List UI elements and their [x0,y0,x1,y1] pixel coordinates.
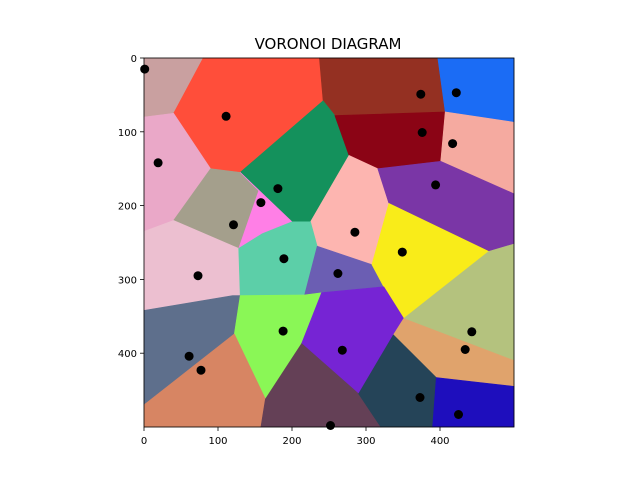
x-tick-label-4: 400 [430,436,449,447]
voronoi-region-24 [432,377,515,428]
seed-point-2 [153,158,163,168]
plot-axes: 0 100 200 300 400 0 100 200 300 400 [118,54,515,447]
seed-point-1 [221,111,231,121]
seed-point-22 [415,393,425,402]
seed-point-16 [467,327,477,337]
seed-point-5 [229,220,238,230]
x-tick-label-2: 200 [282,436,301,447]
seed-point-15 [431,180,441,190]
x-tick-label-1: 100 [208,436,227,447]
seed-point-0 [140,64,150,74]
seed-point-19 [337,345,347,355]
seed-point-10 [397,247,407,257]
seed-point-12 [451,88,461,98]
seed-point-20 [184,351,194,361]
x-tick-label-3: 300 [356,436,375,447]
voronoi-regions [143,57,515,428]
seed-point-21 [196,365,206,375]
seed-point-23 [454,410,463,419]
seed-points [140,64,477,430]
seed-point-17 [460,345,470,354]
plot-frame [143,57,515,428]
x-tick-label-0: 0 [141,436,147,447]
seed-point-8 [333,269,343,278]
seed-point-13 [417,128,427,137]
y-tick-label-4: 400 [118,349,137,360]
y-tick-label-0: 0 [131,54,137,65]
seed-point-24 [326,421,335,430]
y-tick-label-3: 300 [118,275,137,286]
seed-point-11 [416,89,426,99]
seed-point-7 [193,271,203,281]
voronoi-region-2 [319,57,446,116]
chart-title: VORONOI DIAGRAM [255,35,402,53]
seed-point-18 [278,326,288,336]
seed-point-6 [279,254,289,264]
seed-point-9 [350,227,360,237]
seed-point-14 [448,139,458,149]
seed-point-4 [256,198,266,208]
y-tick-label-2: 200 [118,202,137,213]
seed-point-3 [273,184,283,194]
y-tick-label-1: 100 [118,128,137,139]
